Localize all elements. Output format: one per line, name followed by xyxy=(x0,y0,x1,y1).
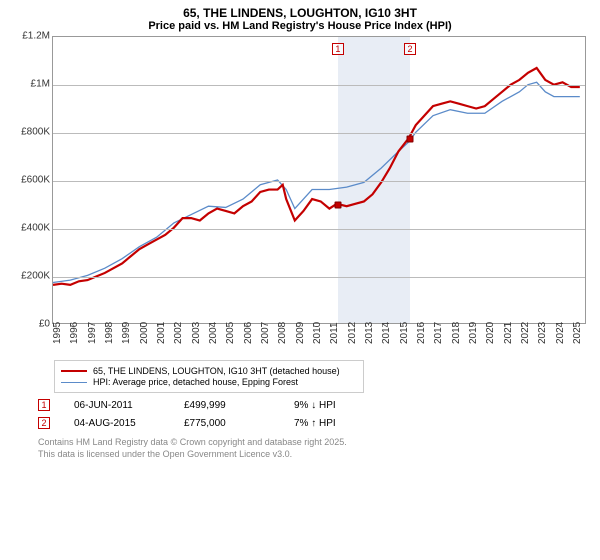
marker-dot xyxy=(406,136,413,143)
y-axis-label: £400K xyxy=(10,223,50,234)
event-date: 04-AUG-2015 xyxy=(74,418,184,429)
event-row: 2 04-AUG-2015£775,0007% ↑ HPI xyxy=(38,417,590,429)
marker-dot xyxy=(334,202,341,209)
gridline xyxy=(53,229,585,230)
legend-label: HPI: Average price, detached house, Eppi… xyxy=(93,377,298,387)
y-axis-label: £1.2M xyxy=(10,31,50,42)
event-date: 06-JUN-2011 xyxy=(74,400,184,411)
event-marker-box: 1 xyxy=(38,399,50,411)
y-axis-label: £200K xyxy=(10,271,50,282)
chart-title: 65, THE LINDENS, LOUGHTON, IG10 3HT Pric… xyxy=(10,6,590,32)
plot-area: 12 xyxy=(52,36,586,324)
footer-credits: Contains HM Land Registry data © Crown c… xyxy=(38,437,590,460)
title-line2: Price paid vs. HM Land Registry's House … xyxy=(10,20,590,32)
event-marker-box: 2 xyxy=(38,417,50,429)
gridline xyxy=(53,277,585,278)
event-diff: 9% ↓ HPI xyxy=(294,400,336,411)
marker-label: 1 xyxy=(332,43,344,55)
y-axis-label: £1M xyxy=(10,79,50,90)
y-axis-label: £800K xyxy=(10,127,50,138)
gridline xyxy=(53,133,585,134)
x-axis-label: 2025 xyxy=(572,322,598,344)
legend-swatch xyxy=(61,370,87,372)
event-price: £775,000 xyxy=(184,418,294,429)
legend-item: HPI: Average price, detached house, Eppi… xyxy=(61,377,357,387)
legend-swatch xyxy=(61,382,87,383)
gridline xyxy=(53,181,585,182)
legend-label: 65, THE LINDENS, LOUGHTON, IG10 3HT (det… xyxy=(93,366,340,376)
marker-label: 2 xyxy=(404,43,416,55)
gridline xyxy=(53,85,585,86)
series-line xyxy=(53,82,580,282)
event-table: 1 06-JUN-2011£499,9999% ↓ HPI 2 04-AUG-2015… xyxy=(38,399,590,429)
chart: £0£200K£400K£600K£800K£1M£1.2M 12 199519… xyxy=(10,36,590,356)
event-price: £499,999 xyxy=(184,400,294,411)
event-diff: 7% ↑ HPI xyxy=(294,418,336,429)
event-row: 1 06-JUN-2011£499,9999% ↓ HPI xyxy=(38,399,590,411)
legend: 65, THE LINDENS, LOUGHTON, IG10 3HT (det… xyxy=(54,360,364,393)
y-axis-label: £600K xyxy=(10,175,50,186)
footer-line1: Contains HM Land Registry data © Crown c… xyxy=(38,437,590,449)
footer-line2: This data is licensed under the Open Gov… xyxy=(38,449,590,461)
legend-item: 65, THE LINDENS, LOUGHTON, IG10 3HT (det… xyxy=(61,366,357,376)
y-axis-label: £0 xyxy=(10,319,50,330)
title-line1: 65, THE LINDENS, LOUGHTON, IG10 3HT xyxy=(10,6,590,20)
